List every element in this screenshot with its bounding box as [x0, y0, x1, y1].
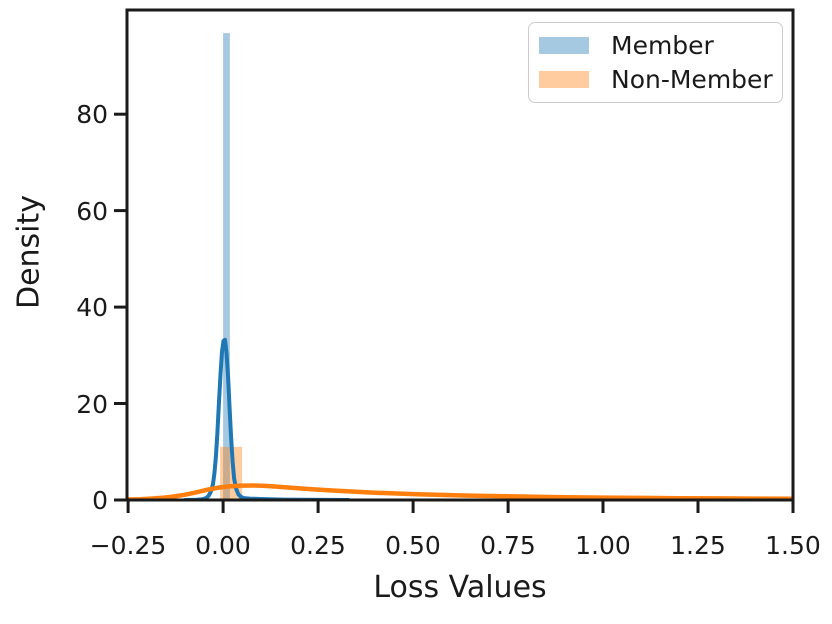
member-color-swatch — [539, 36, 589, 54]
x-tick-label: 0.50 — [385, 531, 441, 560]
axes-box — [114, 8, 795, 513]
kde-curve-non-member — [127, 483, 793, 500]
y-tick-label: 40 — [76, 293, 108, 322]
y-tick-label: 60 — [76, 197, 108, 226]
legend-label-non-member: Non-Member — [611, 65, 773, 95]
x-tick-label: −0.25 — [89, 531, 167, 560]
non-member-color-swatch — [539, 71, 589, 89]
hist-bar-member — [223, 33, 230, 500]
legend-item-non-member: Non-Member — [539, 65, 782, 94]
y-tick-label: 0 — [92, 486, 108, 515]
plot-border — [125, 8, 795, 502]
x-axis-label: Loss Values — [373, 570, 547, 605]
y-tick-label: 20 — [76, 390, 108, 419]
plot-layers — [127, 33, 793, 500]
y-tick-label: 80 — [76, 100, 108, 129]
x-tick-label: 1.00 — [575, 531, 631, 560]
x-tick-label: 1.50 — [765, 531, 821, 560]
x-tick-label: 1.25 — [670, 531, 726, 560]
x-tick-label: 0.00 — [195, 531, 251, 560]
legend-label-member: Member — [611, 30, 714, 60]
legend: Member Non-Member — [528, 22, 783, 103]
x-tick-label: 0.75 — [480, 531, 536, 560]
kde-curve-member — [183, 337, 351, 500]
legend-item-member: Member — [539, 31, 782, 60]
x-tick-label: 0.25 — [290, 531, 346, 560]
